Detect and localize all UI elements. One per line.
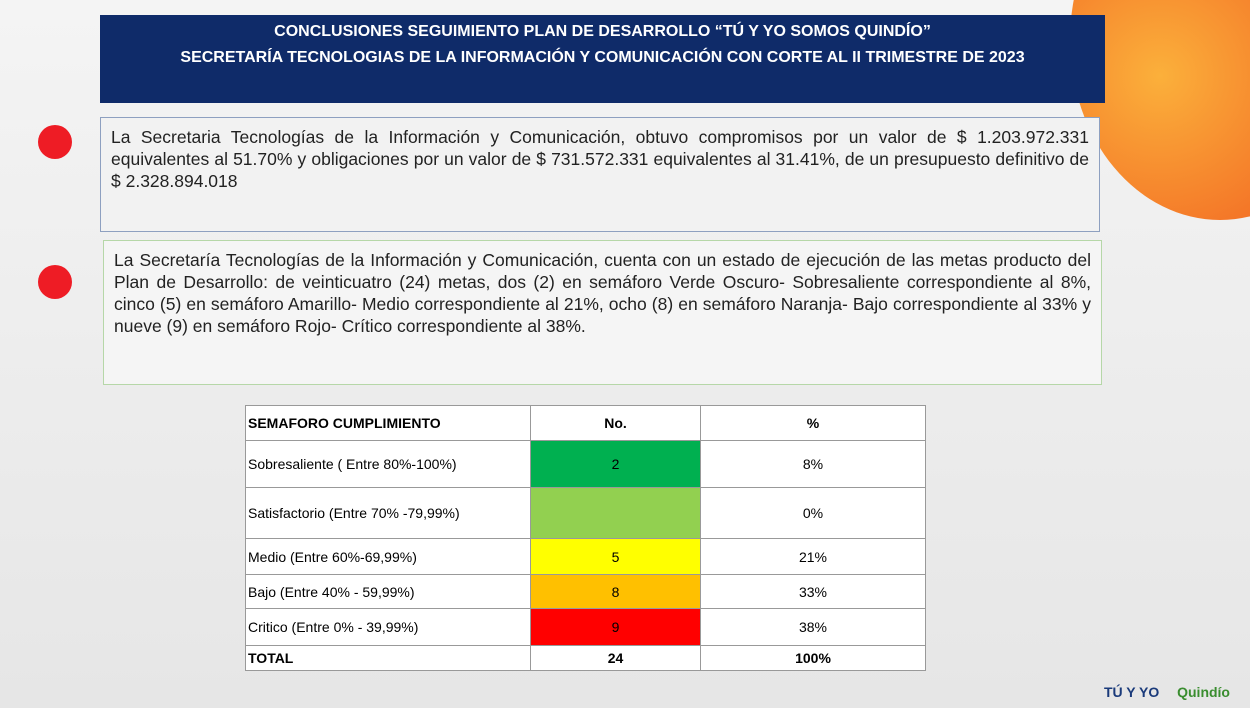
title-line: CONCLUSIONES SEGUIMIENTO PLAN DE DESARRO… (100, 19, 1105, 45)
column-header: % (701, 406, 926, 441)
count-cell: 9 (531, 609, 701, 646)
row-label: Satisfactorio (Entre 70% -79,99%) (246, 488, 531, 539)
percent-cell: 8% (701, 441, 926, 488)
logo: TÚ Y YO (1104, 684, 1159, 700)
count-cell: 2 (531, 441, 701, 488)
column-header: No. (531, 406, 701, 441)
row-label: Sobresaliente ( Entre 80%-100%) (246, 441, 531, 488)
footer: TÚ Y YO Quindío (1090, 684, 1230, 700)
count-cell: 8 (531, 575, 701, 609)
percent-cell: 33% (701, 575, 926, 609)
table-row: Satisfactorio (Entre 70% -79,99%) 0% (246, 488, 926, 539)
count-cell (531, 488, 701, 539)
paragraph: La Secretaria Tecnologías de la Informac… (100, 117, 1100, 232)
percent-cell: 38% (701, 609, 926, 646)
percent-cell: 21% (701, 539, 926, 575)
column-header: SEMAFORO CUMPLIMIENTO (246, 406, 531, 441)
row-label: Critico (Entre 0% - 39,99%) (246, 609, 531, 646)
total-cell: 100% (701, 646, 926, 671)
bullet (38, 125, 72, 159)
header: CONCLUSIONES SEGUIMIENTO PLAN DE DESARRO… (100, 15, 1105, 103)
row-label: Medio (Entre 60%-69,99%) (246, 539, 531, 575)
row-label: Bajo (Entre 40% - 59,99%) (246, 575, 531, 609)
logo: Quindío (1177, 684, 1230, 700)
count-cell: 5 (531, 539, 701, 575)
percent-cell: 0% (701, 488, 926, 539)
paragraph: La Secretaría Tecnologías de la Informac… (103, 240, 1102, 385)
total-cell: 24 (531, 646, 701, 671)
slide: CONCLUSIONES SEGUIMIENTO PLAN DE DESARRO… (0, 0, 1250, 708)
total-cell: TOTAL (246, 646, 531, 671)
title-line: SECRETARÍA TECNOLOGIAS DE LA INFORMACIÓN… (100, 45, 1105, 71)
bullet (38, 265, 72, 299)
